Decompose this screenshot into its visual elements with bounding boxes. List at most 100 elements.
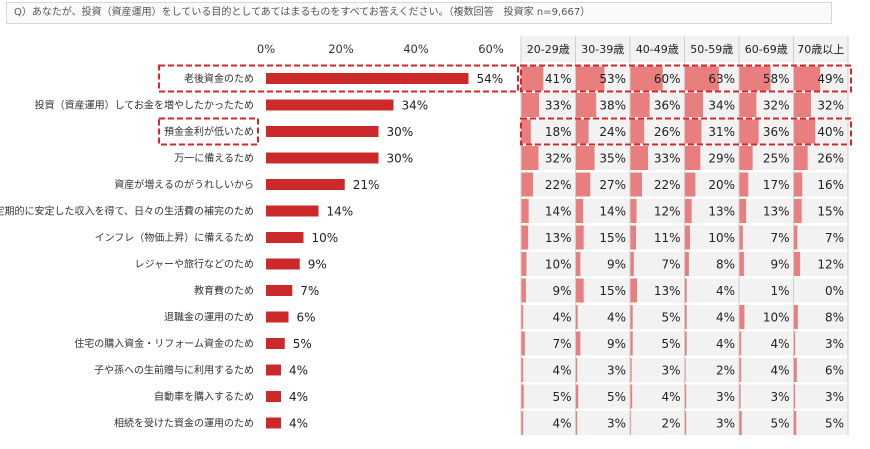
table-column-header: 60-69歳	[745, 43, 788, 56]
table-cell-fill	[684, 225, 690, 250]
table-cell-value: 2%	[661, 417, 680, 431]
table-cell-value: 15%	[599, 284, 626, 298]
table-cell-fill	[630, 172, 642, 197]
table-cell-value: 36%	[763, 125, 790, 139]
table-cell-fill	[630, 66, 663, 91]
table-cell-bg	[630, 411, 685, 435]
table-cell-value: 53%	[599, 72, 626, 86]
table-cell-fill	[684, 278, 687, 303]
table-cell-value: 10%	[708, 231, 735, 245]
table-cell-fill	[521, 358, 524, 382]
table-cell-fill	[630, 384, 633, 409]
table-cell-bg	[739, 384, 794, 409]
category-label: 預金金利が低いため	[164, 125, 254, 138]
table-cell-value: 0%	[825, 284, 844, 298]
table-cell-value: 24%	[599, 125, 626, 139]
table-cell-value: 9%	[552, 284, 571, 298]
table-cell-value: 33%	[545, 99, 572, 113]
table-cell-bg	[630, 199, 685, 223]
table-cell-bg	[739, 225, 794, 250]
table-cell-fill	[630, 358, 632, 382]
table-cell-value: 5%	[825, 417, 844, 431]
bar	[266, 205, 319, 217]
table-cell-bg	[793, 199, 848, 223]
table-cell-value: 38%	[599, 99, 626, 113]
table-cell-fill	[521, 411, 524, 435]
table-column-header: 20-29歳	[527, 43, 570, 56]
table-cell-bg	[684, 358, 739, 382]
table-cell-value: 14%	[599, 205, 626, 219]
table-column-header: 50-59歳	[690, 43, 733, 56]
table-cell-fill	[739, 384, 741, 409]
table-cell-value: 26%	[817, 152, 844, 166]
table-cell-value: 16%	[817, 178, 844, 192]
table-cell-value: 34%	[708, 99, 735, 113]
category-label: 自動車を購入するため	[154, 390, 254, 403]
table-cell-value: 3%	[607, 364, 626, 378]
table-cell-bg	[521, 358, 576, 382]
table-cell-value: 14%	[545, 205, 572, 219]
table-cell-fill	[521, 66, 544, 91]
table-cell-bg	[521, 384, 576, 409]
table-cell-value: 36%	[654, 99, 681, 113]
table-cell-fill	[630, 252, 634, 276]
table-cell-value: 5%	[552, 390, 571, 404]
table-cell-value: 3%	[607, 417, 626, 431]
table-cell-bg	[575, 358, 630, 382]
category-label: インフレ（物価上昇）に備えるため	[95, 231, 254, 244]
table-cell-value: 26%	[654, 125, 681, 139]
table-cell-value: 4%	[716, 337, 735, 351]
table-cell-fill	[575, 93, 597, 117]
bar	[266, 285, 293, 296]
table-cell-fill	[684, 411, 687, 435]
table-cell-bg	[684, 411, 739, 435]
table-cell-fill	[575, 119, 589, 144]
table-cell-fill	[739, 146, 753, 170]
table-cell-bg	[630, 305, 685, 329]
table-cell-value: 33%	[654, 152, 681, 166]
table-cell-fill	[630, 199, 637, 223]
category-label: 投資（資産運用）してお金を増やしたかったため	[35, 99, 254, 112]
table-cell-bg	[521, 252, 576, 276]
bar-value-label: 10%	[312, 231, 339, 245]
table-cell-bg	[739, 411, 794, 435]
table-cell-bg	[684, 384, 739, 409]
table-cell-fill	[630, 278, 638, 303]
table-cell-fill	[575, 252, 581, 276]
table-cell-fill	[739, 119, 759, 144]
table-cell-value: 15%	[817, 205, 844, 219]
table-cell-value: 9%	[770, 258, 789, 272]
table-cell-value: 49%	[817, 72, 844, 86]
table-cell-value: 3%	[825, 337, 844, 351]
table-cell-value: 31%	[708, 125, 735, 139]
table-cell-value: 60%	[654, 72, 681, 86]
table-cell-bg	[630, 384, 685, 409]
table-cell-fill	[793, 199, 802, 223]
table-cell-bg	[630, 225, 685, 250]
bar-value-label: 4%	[289, 417, 308, 431]
table-cell-value: 35%	[599, 152, 626, 166]
bar	[266, 258, 300, 270]
table-cell-value: 9%	[607, 258, 626, 272]
x-tick-label: 40%	[403, 42, 429, 56]
bar-value-label: 9%	[308, 258, 327, 272]
table-cell-value: 5%	[661, 337, 680, 351]
table-cell-value: 13%	[763, 205, 790, 219]
table-cell-fill	[793, 305, 798, 329]
bar-value-label: 54%	[477, 72, 504, 86]
table-cell-bg	[793, 278, 848, 303]
bar-value-label: 6%	[297, 311, 316, 325]
table-cell-fill	[684, 146, 701, 170]
table-cell-fill	[521, 252, 527, 276]
table-cell-value: 27%	[599, 178, 626, 192]
category-label: レジャーや旅行などのため	[135, 258, 255, 271]
table-cell-bg	[630, 278, 685, 303]
table-cell-fill	[575, 411, 578, 435]
table-cell-value: 3%	[716, 390, 735, 404]
table-cell-bg	[739, 305, 794, 329]
table-cell-value: 10%	[545, 258, 572, 272]
bar	[266, 417, 281, 429]
table-cell-value: 4%	[716, 311, 735, 325]
table-cell-value: 7%	[770, 231, 789, 245]
table-cell-value: 7%	[661, 258, 680, 272]
